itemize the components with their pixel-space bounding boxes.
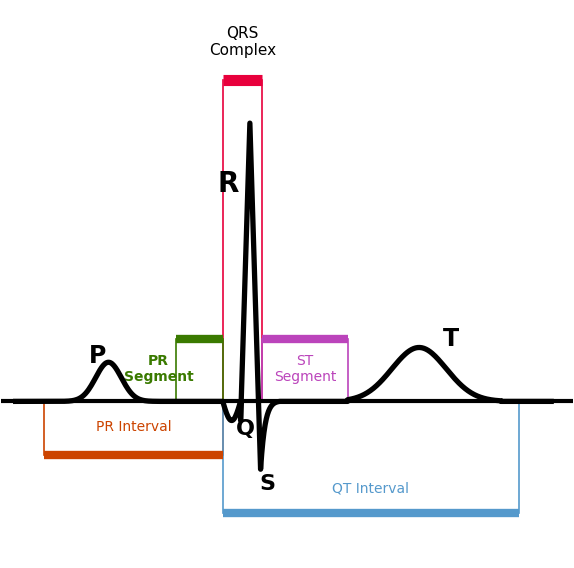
Text: S: S	[259, 474, 276, 494]
Text: PR
Segment: PR Segment	[123, 353, 193, 384]
Text: PR Interval: PR Interval	[96, 420, 171, 435]
Text: ST
Segment: ST Segment	[274, 353, 336, 384]
Text: P: P	[89, 344, 106, 368]
Text: R: R	[218, 170, 239, 198]
Text: T: T	[443, 327, 459, 351]
Text: QRS
Complex: QRS Complex	[209, 26, 276, 58]
Text: QT Interval: QT Interval	[332, 481, 409, 495]
Text: Q: Q	[236, 419, 255, 439]
